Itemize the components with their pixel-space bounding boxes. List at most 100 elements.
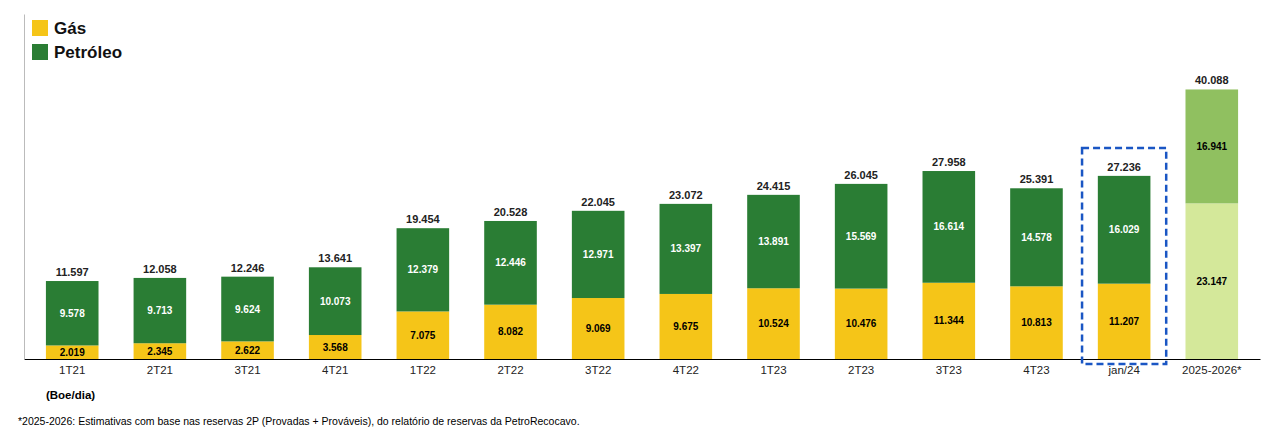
x-tick: 4T22 bbox=[673, 359, 699, 376]
y-label: (Boe/dia) bbox=[46, 389, 95, 401]
highlight-box bbox=[1082, 148, 1166, 364]
total-label: 12.058 bbox=[143, 263, 177, 275]
x-tick-label: 4T22 bbox=[673, 364, 699, 376]
bar bbox=[221, 277, 274, 342]
total-label: 22.045 bbox=[581, 196, 615, 208]
x-tick-label: 1T23 bbox=[760, 364, 786, 376]
segment-label: 10.073 bbox=[320, 296, 351, 307]
total-label: 13.641 bbox=[318, 252, 352, 264]
data-labels: 2.019 2.345 2.622 3.568 7.075 8.082 9.069 9.675… bbox=[56, 74, 1229, 357]
segment-label: 16.614 bbox=[934, 221, 965, 232]
bar bbox=[923, 283, 976, 359]
legend: Gás Petróleo bbox=[32, 19, 122, 62]
x-tick-label: 2T23 bbox=[848, 364, 874, 376]
total-label: 11.597 bbox=[56, 266, 89, 278]
total-label: 26.045 bbox=[844, 169, 878, 181]
bar bbox=[134, 343, 187, 359]
bar bbox=[1098, 284, 1151, 359]
segment-label: 2.019 bbox=[60, 347, 85, 358]
bar bbox=[484, 221, 537, 305]
x-tick-label: 3T22 bbox=[585, 364, 611, 376]
total-label: 40.088 bbox=[1195, 74, 1229, 86]
x-axis-line bbox=[25, 359, 1261, 360]
x-tick: 2T21 bbox=[147, 359, 173, 376]
total-label: 24.415 bbox=[757, 180, 791, 192]
y-axis-line bbox=[24, 15, 25, 360]
segment-label: 12.379 bbox=[408, 264, 439, 275]
segment-label: 10.813 bbox=[1021, 317, 1052, 328]
segment-label: 11.344 bbox=[934, 315, 964, 326]
segment-label: 9.675 bbox=[673, 321, 698, 332]
segment-label: 9.624 bbox=[235, 304, 260, 315]
total-label: 25.391 bbox=[1020, 173, 1054, 185]
legend-item: Gás bbox=[32, 19, 86, 38]
bar bbox=[397, 311, 450, 359]
total-label: 23.072 bbox=[669, 189, 703, 201]
total-label: 19.454 bbox=[406, 213, 441, 225]
bar bbox=[660, 294, 713, 359]
bars bbox=[46, 89, 1238, 359]
segment-label: 3.568 bbox=[323, 342, 348, 353]
bar bbox=[46, 281, 99, 345]
y-axis bbox=[24, 15, 25, 360]
bar bbox=[572, 211, 625, 298]
x-tick: 1T23 bbox=[760, 359, 786, 376]
segment-label: 16.941 bbox=[1196, 141, 1227, 152]
legend-swatch bbox=[32, 20, 48, 36]
bar bbox=[484, 305, 537, 359]
bar bbox=[1010, 286, 1063, 359]
segment-label: 9.578 bbox=[60, 308, 85, 319]
segment-label: 9.069 bbox=[586, 323, 611, 334]
segment-label: 10.476 bbox=[846, 318, 877, 329]
x-tick-label: 4T23 bbox=[1023, 364, 1049, 376]
segment-label: 13.891 bbox=[758, 236, 789, 247]
series-bars bbox=[46, 89, 1238, 345]
x-tick-label: 3T21 bbox=[234, 364, 260, 376]
bar bbox=[660, 204, 713, 294]
bar bbox=[1185, 203, 1238, 359]
x-tick-label: 3T23 bbox=[936, 364, 962, 376]
x-tick: 2T23 bbox=[848, 359, 874, 376]
x-tick: 4T23 bbox=[1023, 359, 1049, 376]
bar bbox=[572, 298, 625, 359]
x-tick-label: 2T21 bbox=[147, 364, 173, 376]
bar bbox=[397, 228, 450, 311]
x-tick-label: 2T22 bbox=[497, 364, 523, 376]
footnote: *2025-2026: Estimativas com base nas res… bbox=[18, 415, 580, 427]
bar bbox=[923, 171, 976, 283]
bar bbox=[835, 289, 888, 359]
total-label: 12.246 bbox=[231, 262, 265, 274]
x-tick: 2025-2026* bbox=[1182, 359, 1242, 376]
x-tick: 2T22 bbox=[497, 359, 523, 376]
segment-label: 9.713 bbox=[147, 305, 172, 316]
bar bbox=[46, 345, 99, 359]
x-tick: 3T23 bbox=[936, 359, 962, 376]
bar bbox=[134, 278, 187, 343]
x-tick: 3T21 bbox=[234, 359, 260, 376]
bar bbox=[221, 341, 274, 359]
segment-label: 11.207 bbox=[1109, 316, 1139, 327]
x-tick: jan/24 bbox=[1107, 359, 1140, 376]
segment-label: 15.569 bbox=[846, 231, 877, 242]
legend-item: Petróleo bbox=[32, 43, 122, 62]
x-tick: 4T21 bbox=[322, 359, 348, 376]
x-tick-label: 1T22 bbox=[410, 364, 436, 376]
x-axis: 1T21 2T21 3T21 4T21 1T22 2T22 3T22 4T22 1T23 2T23… bbox=[25, 359, 1261, 376]
bar bbox=[309, 267, 362, 335]
bar bbox=[1098, 176, 1151, 284]
segment-label: 2.622 bbox=[235, 345, 260, 356]
segment-label: 23.147 bbox=[1196, 276, 1227, 287]
segment-label: 10.524 bbox=[758, 318, 789, 329]
segment-label: 2.345 bbox=[147, 346, 172, 357]
x-tick: 1T21 bbox=[59, 359, 85, 376]
segment-label: 12.446 bbox=[495, 257, 526, 268]
legend-swatch bbox=[32, 44, 48, 60]
bar bbox=[747, 195, 800, 288]
segment-label: 7.075 bbox=[410, 330, 435, 341]
segment-label: 13.397 bbox=[671, 243, 702, 254]
x-tick-label: 2025-2026* bbox=[1182, 364, 1242, 376]
segment-label: 8.082 bbox=[498, 326, 523, 337]
bar bbox=[1010, 188, 1063, 286]
total-label: 20.528 bbox=[494, 206, 528, 218]
legend-label: Gás bbox=[54, 19, 86, 38]
